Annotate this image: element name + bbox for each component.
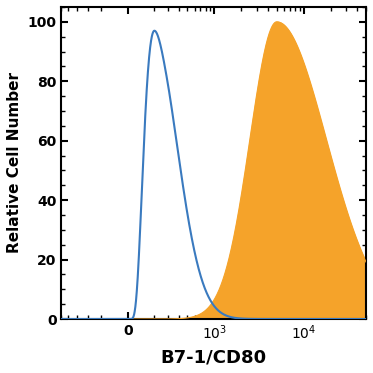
Y-axis label: Relative Cell Number: Relative Cell Number xyxy=(7,72,22,254)
X-axis label: B7-1/CD80: B7-1/CD80 xyxy=(161,348,267,366)
